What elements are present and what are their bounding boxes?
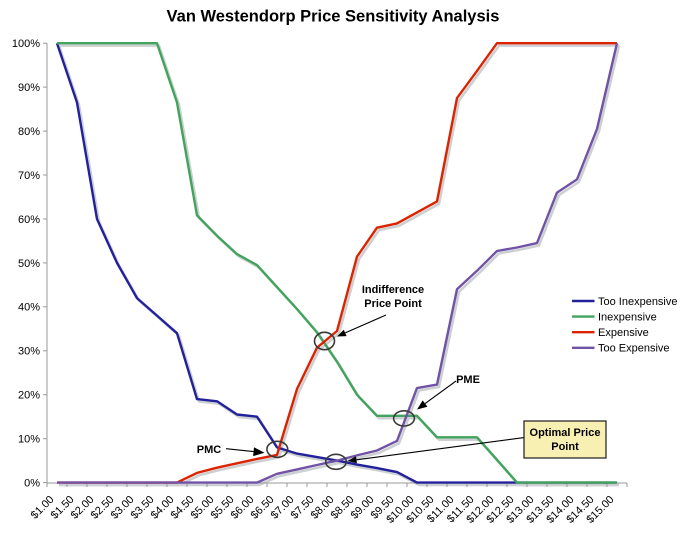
svg-text:50%: 50% xyxy=(18,258,40,270)
svg-text:90%: 90% xyxy=(18,82,40,94)
svg-text:60%: 60% xyxy=(18,214,40,226)
svg-text:Too Expensive: Too Expensive xyxy=(598,343,670,355)
svg-text:80%: 80% xyxy=(18,126,40,138)
svg-text:Too Inexpensive: Too Inexpensive xyxy=(598,296,678,308)
svg-text:70%: 70% xyxy=(18,170,40,182)
svg-text:0%: 0% xyxy=(24,478,40,490)
svg-text:40%: 40% xyxy=(18,302,40,314)
svg-text:Indifference: Indifference xyxy=(362,284,424,296)
svg-text:30%: 30% xyxy=(18,346,40,358)
svg-text:PME: PME xyxy=(456,374,480,386)
svg-text:10%: 10% xyxy=(18,434,40,446)
svg-text:Point: Point xyxy=(551,441,579,453)
svg-text:PMC: PMC xyxy=(197,444,222,456)
svg-text:Inexpensive: Inexpensive xyxy=(598,312,657,324)
svg-text:Optimal Price: Optimal Price xyxy=(530,427,601,439)
svg-text:Van Westendorp Price Sensitivi: Van Westendorp Price Sensitivity Analysi… xyxy=(167,8,500,26)
svg-text:Price Point: Price Point xyxy=(364,298,422,310)
svg-text:20%: 20% xyxy=(18,390,40,402)
svg-text:Expensive: Expensive xyxy=(598,327,649,339)
svg-text:100%: 100% xyxy=(12,38,40,50)
